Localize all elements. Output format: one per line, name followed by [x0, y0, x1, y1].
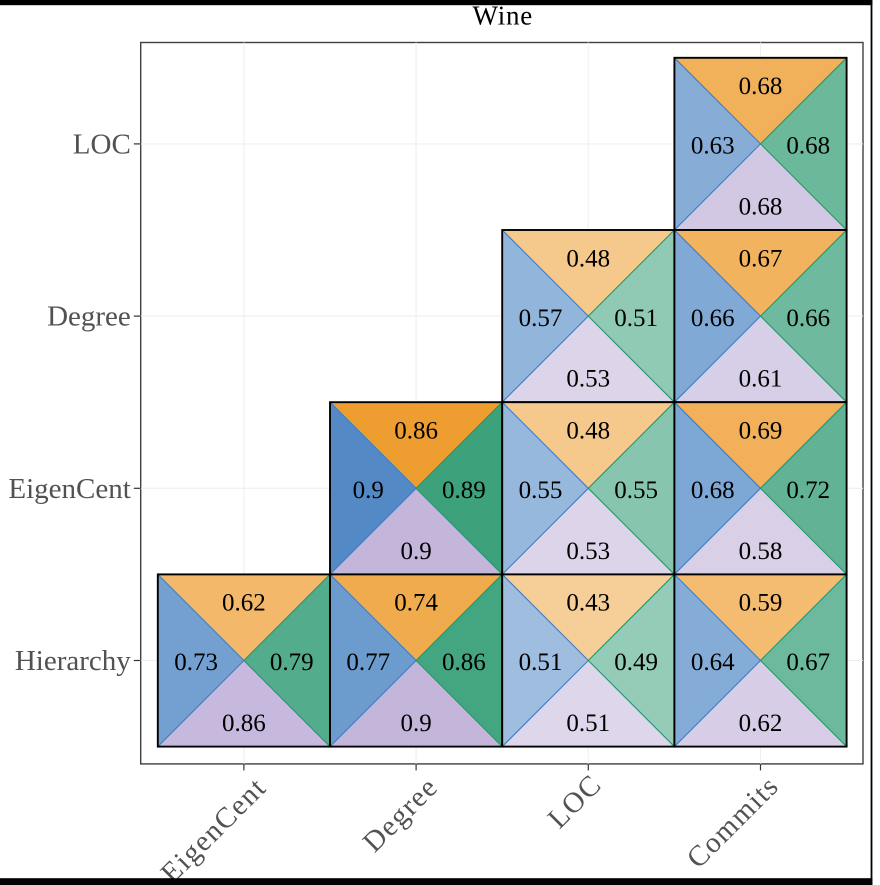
svg-text:0.48: 0.48	[566, 245, 610, 272]
svg-text:Wine: Wine	[473, 1, 534, 31]
svg-text:0.69: 0.69	[739, 418, 783, 445]
svg-text:0.68: 0.68	[786, 133, 830, 160]
svg-text:Hierarchy: Hierarchy	[15, 645, 131, 677]
svg-text:0.58: 0.58	[739, 538, 783, 565]
svg-text:0.62: 0.62	[222, 590, 266, 617]
svg-text:0.74: 0.74	[394, 590, 438, 617]
svg-text:Degree: Degree	[47, 301, 131, 333]
svg-text:0.67: 0.67	[739, 245, 783, 272]
svg-text:0.51: 0.51	[614, 305, 658, 332]
svg-text:0.49: 0.49	[614, 649, 658, 676]
svg-text:0.51: 0.51	[519, 649, 563, 676]
svg-text:0.89: 0.89	[442, 477, 486, 504]
svg-text:0.43: 0.43	[566, 590, 610, 617]
svg-text:0.57: 0.57	[519, 305, 563, 332]
svg-text:0.68: 0.68	[739, 194, 783, 221]
svg-text:0.61: 0.61	[739, 366, 783, 393]
svg-text:0.53: 0.53	[566, 366, 610, 393]
svg-text:0.79: 0.79	[270, 649, 314, 676]
svg-text:0.64: 0.64	[691, 649, 735, 676]
svg-text:0.66: 0.66	[786, 305, 830, 332]
svg-text:0.72: 0.72	[786, 477, 830, 504]
svg-text:0.59: 0.59	[739, 590, 783, 617]
svg-text:0.68: 0.68	[739, 73, 783, 100]
svg-text:0.86: 0.86	[442, 649, 486, 676]
svg-text:0.55: 0.55	[519, 477, 563, 504]
svg-text:0.67: 0.67	[786, 649, 830, 676]
svg-text:0.68: 0.68	[691, 477, 735, 504]
svg-text:LOC: LOC	[73, 129, 131, 161]
svg-text:0.9: 0.9	[400, 710, 431, 737]
svg-text:0.53: 0.53	[566, 538, 610, 565]
svg-text:0.55: 0.55	[614, 477, 658, 504]
svg-text:0.9: 0.9	[353, 477, 384, 504]
svg-text:0.62: 0.62	[739, 710, 783, 737]
svg-text:0.73: 0.73	[174, 649, 218, 676]
svg-text:0.66: 0.66	[691, 305, 735, 332]
svg-text:EigenCent: EigenCent	[8, 473, 130, 505]
svg-text:0.86: 0.86	[222, 710, 266, 737]
svg-text:0.77: 0.77	[346, 649, 390, 676]
svg-text:0.51: 0.51	[566, 710, 610, 737]
svg-text:0.9: 0.9	[400, 538, 431, 565]
svg-text:0.48: 0.48	[566, 418, 610, 445]
svg-text:0.63: 0.63	[691, 133, 735, 160]
svg-text:0.86: 0.86	[394, 418, 438, 445]
